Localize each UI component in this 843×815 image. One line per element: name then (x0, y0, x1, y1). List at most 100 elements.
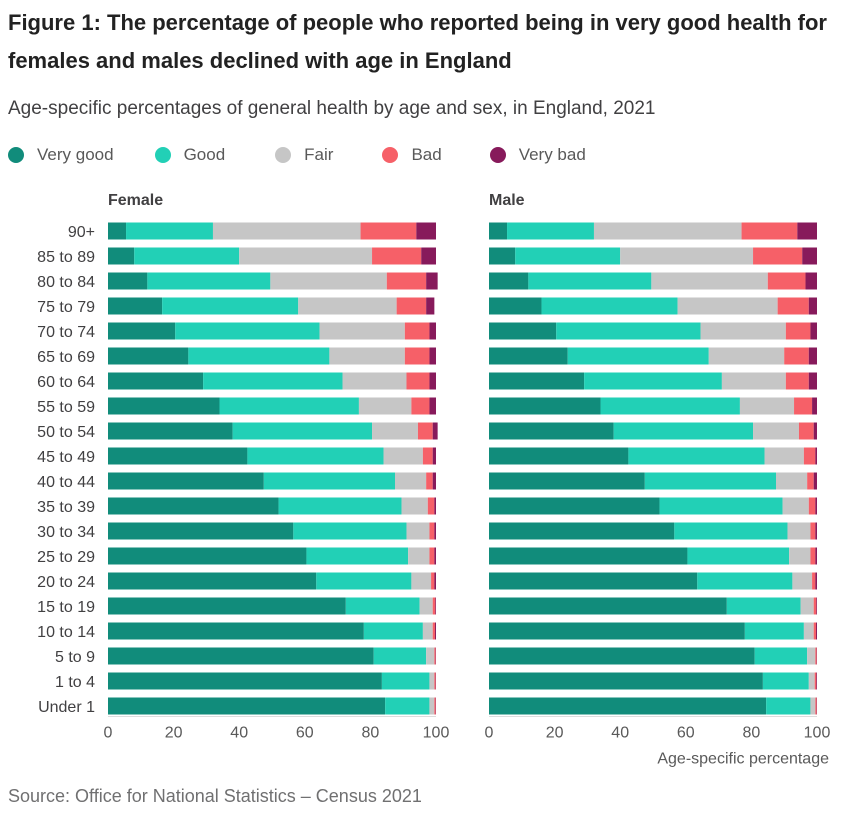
x-tick-label-female-100: 100 (423, 725, 450, 742)
bar-male-65-to-69-fair (708, 347, 785, 365)
bar-male-50-to-54-good (613, 422, 754, 440)
bar-male-15-to-19-very-bad (816, 597, 817, 615)
bar-female-85-to-89-good (134, 247, 240, 265)
bar-female-60-to-64-bad (406, 372, 430, 390)
bar-male-15-to-19-good (726, 597, 801, 615)
bar-female-10-to-14-very-good (108, 622, 364, 640)
bar-female-under-1-good (385, 697, 430, 715)
bar-female-85-to-89-bad (372, 247, 422, 265)
bar-male-50-to-54-bad (798, 422, 814, 440)
legend-item-very-good: Very good (8, 145, 114, 165)
bar-male-55-to-59-very-bad (812, 397, 817, 415)
bar-female-65-to-69-good (188, 347, 330, 365)
category-label-60-to-64: 60 to 64 (37, 374, 95, 391)
bar-female-55-to-59-good (219, 397, 359, 415)
bar-female-85-to-89-very-good (108, 247, 135, 265)
legend-item-very-bad: Very bad (489, 145, 586, 165)
chart-title: Figure 1: The percentage of people who r… (8, 10, 827, 73)
bar-male-1-to-4-good (762, 672, 809, 690)
x-tick-label-female-40: 40 (230, 725, 248, 742)
category-label-65-to-69: 65 to 69 (37, 349, 95, 366)
bar-female-90-plus-very-good (108, 222, 127, 240)
category-label-55-to-59: 55 to 59 (37, 399, 95, 416)
bar-female-70-to-74-fair (319, 322, 405, 340)
bar-female-80-to-84-bad (386, 272, 427, 290)
bar-male-55-to-59-bad (794, 397, 813, 415)
bar-male-90-plus-very-bad (797, 222, 817, 240)
bar-male-70-to-74-good (556, 322, 701, 340)
bar-male-85-to-89-good (515, 247, 621, 265)
bar-male-25-to-29-fair (789, 547, 811, 565)
bar-male-35-to-39-bad (808, 497, 816, 515)
bar-female-under-1-fair (429, 697, 435, 715)
bar-female-25-to-29-bad (429, 547, 435, 565)
bar-male-30-to-34-very-bad (815, 522, 817, 540)
bar-female-70-to-74-good (175, 322, 320, 340)
bar-female-20-to-24-very-bad (434, 572, 436, 590)
category-label-25-to-29: 25 to 29 (37, 549, 95, 566)
category-label-under-1: Under 1 (38, 699, 95, 716)
bar-female-40-to-44-good (263, 472, 395, 490)
bar-male-35-to-39-good (659, 497, 783, 515)
bar-male-15-to-19-fair (800, 597, 814, 615)
bar-female-1-to-4-fair (429, 672, 435, 690)
bar-male-10-to-14-very-bad (816, 622, 817, 640)
bar-female-90-plus-fair (212, 222, 361, 240)
bar-male-5-to-9-very-good (489, 647, 755, 665)
bar-male-30-to-34-fair (787, 522, 811, 540)
bar-male-20-to-24-very-good (489, 572, 698, 590)
bar-female-30-to-34-very-bad (434, 522, 436, 540)
bar-female-under-1-very-good (108, 697, 386, 715)
bar-female-75-to-79-good (162, 297, 299, 315)
bar-female-1-to-4-bad (434, 672, 436, 690)
bar-male-under-1-bad (815, 697, 817, 715)
bar-male-45-to-49-fair (764, 447, 804, 465)
bar-male-45-to-49-bad (803, 447, 816, 465)
bar-male-55-to-59-good (600, 397, 740, 415)
legend: Very good Good Fair Bad Very bad (8, 144, 586, 166)
bar-male-80-to-84-very-good (489, 272, 529, 290)
bar-male-75-to-79-very-bad (808, 297, 817, 315)
bar-male-65-to-69-very-bad (808, 347, 817, 365)
bar-male-60-to-64-fair (721, 372, 786, 390)
bar-male-65-to-69-good (567, 347, 709, 365)
legend-swatch-bad (382, 147, 399, 163)
bar-female-5-to-9-bad (434, 647, 436, 665)
bar-female-45-to-49-very-good (108, 447, 248, 465)
bar-male-under-1-very-good (489, 697, 767, 715)
bar-male-10-to-14-fair (803, 622, 814, 640)
x-tick-label-male-20: 20 (546, 725, 564, 742)
bar-male-under-1-good (766, 697, 811, 715)
legend-item-bad: Bad (382, 145, 442, 165)
bar-female-15-to-19-very-good (108, 597, 346, 615)
category-label-10-to-14: 10 to 14 (37, 624, 95, 641)
bar-female-30-to-34-good (293, 522, 407, 540)
bar-female-15-to-19-good (345, 597, 420, 615)
bar-female-60-to-64-very-good (108, 372, 204, 390)
bar-male-25-to-29-very-bad (815, 547, 817, 565)
x-tick-label-female-20: 20 (165, 725, 183, 742)
bar-female-5-to-9-good (373, 647, 427, 665)
bar-female-60-to-64-fair (342, 372, 407, 390)
panel-title-female: Female (108, 192, 163, 209)
bar-male-35-to-39-very-good (489, 497, 660, 515)
bar-male-75-to-79-bad (777, 297, 809, 315)
bar-female-20-to-24-fair (411, 572, 432, 590)
bar-male-10-to-14-good (744, 622, 804, 640)
bar-male-30-to-34-bad (810, 522, 816, 540)
bar-female-30-to-34-very-good (108, 522, 294, 540)
bar-male-70-to-74-very-good (489, 322, 557, 340)
bar-female-25-to-29-fair (408, 547, 430, 565)
bar-female-90-plus-very-bad (416, 222, 436, 240)
bar-male-70-to-74-bad (785, 322, 811, 340)
bar-female-25-to-29-good (306, 547, 409, 565)
bar-female-75-to-79-very-good (108, 297, 163, 315)
bar-male-5-to-9-good (754, 647, 808, 665)
bar-female-85-to-89-fair (239, 247, 373, 265)
bar-female-15-to-19-fair (419, 597, 433, 615)
bar-female-25-to-29-very-good (108, 547, 307, 565)
category-label-80-to-84: 80 to 84 (37, 274, 95, 291)
bar-female-30-to-34-bad (429, 522, 435, 540)
bar-female-45-to-49-good (247, 447, 384, 465)
bar-male-15-to-19-very-good (489, 597, 727, 615)
